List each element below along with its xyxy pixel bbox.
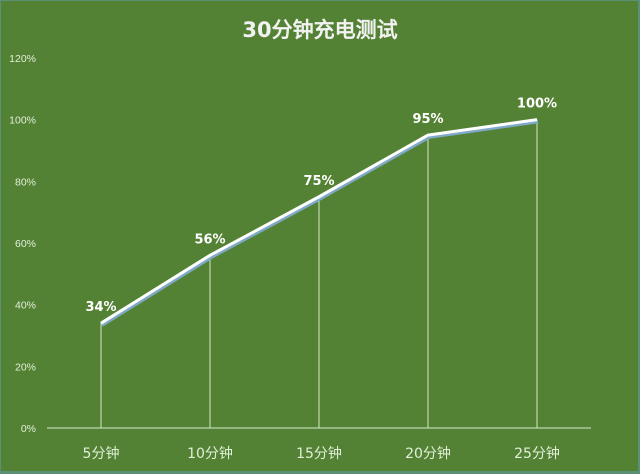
data-label: 95% xyxy=(412,112,443,127)
x-tick-label: 25分钟 xyxy=(514,445,560,462)
y-tick-label: 80% xyxy=(15,176,36,188)
data-label: 34% xyxy=(85,300,116,315)
series-line-shadow xyxy=(101,119,539,327)
x-tick-label: 5分钟 xyxy=(83,445,120,462)
y-tick-label: 100% xyxy=(9,115,36,127)
chart-title: 30分钟充电测试 xyxy=(242,18,398,42)
y-tick-label: 120% xyxy=(9,53,36,65)
series-line xyxy=(100,118,538,325)
y-tick-label: 40% xyxy=(15,300,36,312)
y-tick-label: 20% xyxy=(15,361,36,373)
x-tick-label: 20分钟 xyxy=(405,445,451,462)
x-tick-label: 10分钟 xyxy=(187,445,233,462)
x-tick-label: 15分钟 xyxy=(296,445,342,462)
y-tick-label: 0% xyxy=(21,423,36,435)
data-label: 75% xyxy=(303,174,334,189)
y-tick-label: 60% xyxy=(15,238,36,250)
data-label: 56% xyxy=(194,232,225,247)
data-label: 100% xyxy=(517,97,557,112)
